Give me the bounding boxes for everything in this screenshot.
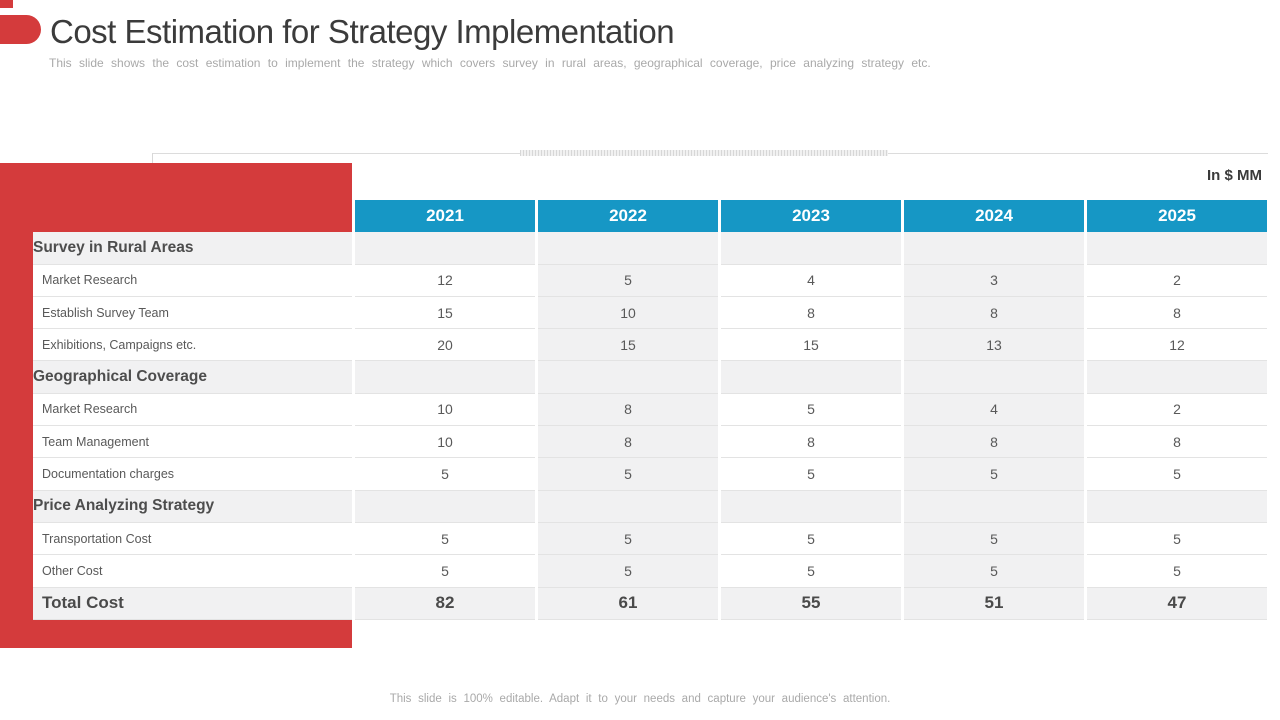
row-label: Exhibitions, Campaigns etc.	[33, 329, 352, 362]
value-cell: 8	[721, 296, 901, 330]
value-cell: 5	[904, 458, 1084, 491]
section-blank-cell	[904, 361, 1084, 394]
value-cell: 12	[355, 264, 535, 297]
value-cell: 15	[355, 296, 535, 330]
value-cell: 8	[538, 393, 718, 427]
total-value-cell: 82	[355, 587, 535, 620]
section-header: Survey in Rural Areas	[33, 232, 352, 265]
value-cell: 5	[904, 555, 1084, 588]
section-blank-cell	[1087, 232, 1267, 265]
value-cell: 5	[1087, 458, 1267, 491]
footer-note: This slide is 100% editable. Adapt it to…	[389, 693, 891, 705]
section-blank-cell	[721, 361, 901, 394]
value-cell: 10	[538, 296, 718, 330]
section-blank-cell	[355, 232, 535, 265]
value-cell: 8	[904, 296, 1084, 330]
total-label: Total Cost	[33, 587, 352, 620]
value-cell: 5	[1087, 555, 1267, 588]
year-header: 2023	[721, 200, 901, 233]
page-title: Cost Estimation for Strategy Implementat…	[50, 13, 675, 50]
unit-label: In $ MM	[1207, 167, 1262, 184]
total-value-cell: 47	[1087, 587, 1267, 620]
value-cell: 5	[538, 264, 718, 297]
value-cell: 5	[355, 522, 535, 556]
section-blank-cell	[721, 232, 901, 265]
section-blank-cell	[904, 490, 1084, 523]
value-cell: 8	[1087, 296, 1267, 330]
decor-hatched-segment	[520, 150, 888, 156]
section-blank-cell	[538, 490, 718, 523]
year-header: 2022	[538, 200, 718, 233]
value-cell: 5	[721, 458, 901, 491]
value-cell: 10	[355, 393, 535, 427]
row-label: Transportation Cost	[33, 522, 352, 556]
value-cell: 5	[538, 458, 718, 491]
year-header: 2024	[904, 200, 1084, 233]
value-cell: 2	[1087, 393, 1267, 427]
value-cell: 4	[721, 264, 901, 297]
value-cell: 12	[1087, 329, 1267, 362]
corner-accent-square	[0, 0, 13, 8]
value-cell: 15	[721, 329, 901, 362]
row-label: Team Management	[33, 426, 352, 459]
value-cell: 5	[904, 522, 1084, 556]
row-label: Market Research	[33, 393, 352, 427]
value-cell: 3	[904, 264, 1084, 297]
value-cell: 5	[721, 522, 901, 556]
value-cell: 2	[1087, 264, 1267, 297]
total-value-cell: 55	[721, 587, 901, 620]
value-cell: 8	[721, 426, 901, 459]
value-cell: 5	[1087, 522, 1267, 556]
value-cell: 5	[355, 458, 535, 491]
section-header: Geographical Coverage	[33, 361, 352, 394]
decor-connector-line-top	[152, 153, 153, 163]
page-subtitle: This slide shows the cost estimation to …	[49, 56, 931, 70]
section-blank-cell	[1087, 361, 1267, 394]
value-cell: 5	[538, 555, 718, 588]
total-value-cell: 61	[538, 587, 718, 620]
value-cell: 8	[538, 426, 718, 459]
section-blank-cell	[538, 361, 718, 394]
row-label: Market Research	[33, 264, 352, 297]
total-value-cell: 51	[904, 587, 1084, 620]
value-cell: 20	[355, 329, 535, 362]
section-blank-cell	[1087, 490, 1267, 523]
value-cell: 4	[904, 393, 1084, 427]
section-blank-cell	[538, 232, 718, 265]
section-header: Price Analyzing Strategy	[33, 490, 352, 523]
section-blank-cell	[355, 361, 535, 394]
section-blank-cell	[904, 232, 1084, 265]
title-accent-bar	[0, 15, 41, 44]
row-label: Other Cost	[33, 555, 352, 588]
table-corner-cell	[33, 200, 352, 232]
value-cell: 8	[904, 426, 1084, 459]
value-cell: 5	[538, 522, 718, 556]
value-cell: 5	[721, 393, 901, 427]
cost-table: 2021 2022 2023 2024 2025 Survey in Rural Area…	[33, 200, 1267, 620]
value-cell: 5	[355, 555, 535, 588]
value-cell: 5	[721, 555, 901, 588]
year-header: 2021	[355, 200, 535, 233]
value-cell: 8	[1087, 426, 1267, 459]
value-cell: 10	[355, 426, 535, 459]
row-label: Documentation charges	[33, 458, 352, 491]
section-blank-cell	[721, 490, 901, 523]
year-header: 2025	[1087, 200, 1267, 233]
row-label: Establish Survey Team	[33, 296, 352, 330]
value-cell: 15	[538, 329, 718, 362]
section-blank-cell	[355, 490, 535, 523]
value-cell: 13	[904, 329, 1084, 362]
